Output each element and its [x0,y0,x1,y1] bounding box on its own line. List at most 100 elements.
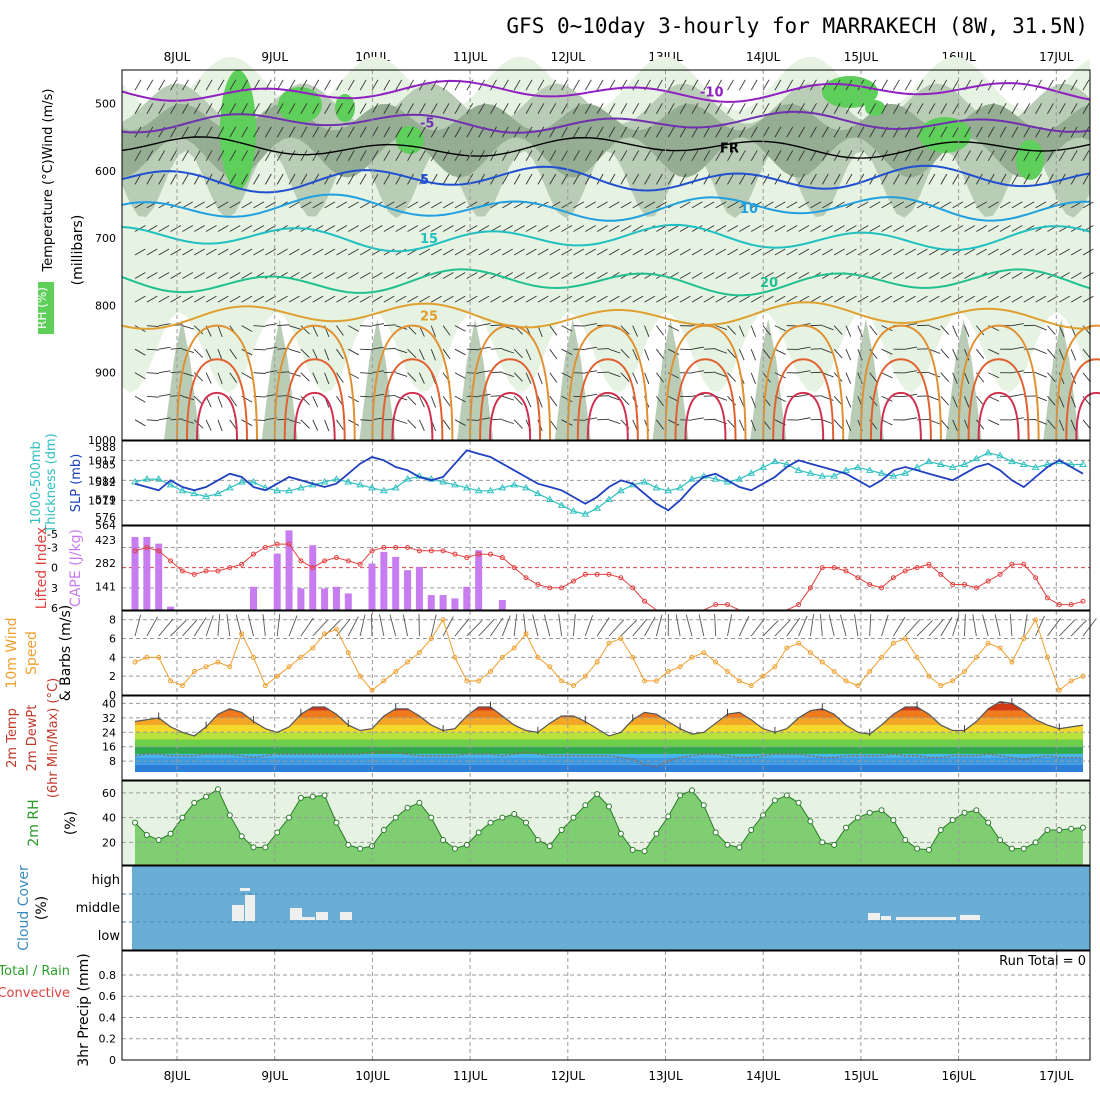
wind-barb [573,79,580,91]
rh-point [226,812,233,819]
rh-point [179,814,186,821]
wind-barb [442,126,450,138]
lifted-index-tick: 0 [51,562,58,575]
wind-barb [762,248,774,256]
wind-barb [430,325,436,338]
lifted-index-point [310,565,316,571]
wind-barb [940,173,948,185]
surface-temp-contour [1075,391,1100,441]
wind-barb [585,295,596,303]
rh-point [925,846,932,853]
wind-barb [822,419,834,425]
wind-barb [940,372,950,382]
wind-barb [833,325,843,335]
wind-barb [431,201,442,209]
wind-barb [336,325,344,336]
wind-barb [430,349,436,361]
wind-barb [561,225,573,232]
thickness-point [356,480,365,488]
contour-label: 15 [420,232,438,247]
wind-barb [229,348,238,360]
surface-temp-contour [782,391,825,441]
wind-barb [454,325,466,332]
thickness-tick: 588 [95,441,116,454]
wind-barb-surface [312,619,329,637]
wind-barb [537,396,543,408]
wind-barb [916,79,924,91]
lifted-index-point [179,568,185,574]
wind-barb [928,272,940,279]
lifted-index-tick: -5 [47,528,58,541]
wind-barb [679,79,687,91]
wind-barb [857,248,869,256]
wind-barb [893,248,905,256]
cape-bar [344,593,352,610]
wind-barb [715,395,728,401]
wind-barb [288,201,300,209]
wind-barb [893,150,900,162]
wind-barb [727,295,739,303]
wind-barb [738,150,746,162]
temp-tick: 24 [102,726,116,739]
wind-barb [620,173,628,185]
wind-barb [905,272,916,279]
thickness-point [391,483,400,491]
wind-barb [715,126,723,138]
wind-speed-point [179,683,185,689]
wind-barb [336,103,343,114]
wind-barb [679,201,691,209]
wind-barb [869,325,878,336]
wind-speed-point [476,678,482,684]
thickness-point [1019,460,1028,467]
wind-barb [1070,272,1082,279]
rh-point [866,809,873,816]
wind-barb [454,225,466,232]
wind-barb [336,419,344,430]
cape-bar [131,536,139,610]
wind-barb [229,248,241,256]
wind-speed-point [274,673,280,679]
wind-barb [715,150,723,162]
wind-barb [928,201,940,209]
wind-barb [881,272,893,279]
wind-barb [359,150,367,162]
wind-barb [999,150,1007,162]
wind-barb [975,348,985,359]
wind-barb-surface [964,613,966,637]
cape-bar [415,566,423,610]
wind-barb [276,173,284,185]
wind-barb [632,201,644,209]
wind-speed-tick: 8 [109,614,116,627]
thickness-point [285,486,293,494]
wind-barb [821,150,829,162]
wind-barb [644,325,650,337]
wind-barb [158,150,166,162]
wind-barb [300,325,310,335]
wind-barb [608,419,621,425]
wind-barb [975,150,983,162]
lifted-index-tick: -3 [47,541,58,554]
wind-barb [312,295,324,303]
rh-high-blob [278,87,322,123]
lifted-index-point [428,548,434,554]
pressure-tick: 900 [95,367,116,380]
wind-barb [205,295,217,303]
wind-barb [999,126,1007,138]
cape-bar [475,550,483,610]
wind-barb [513,295,525,303]
wind-barb [703,79,711,91]
wind-barb [395,372,408,377]
wind-barb [952,349,958,361]
wind-barb [822,325,834,331]
wind-barb [466,372,479,374]
thickness-point [178,486,187,494]
wind-barb [1058,372,1065,384]
cape-bar [439,595,447,610]
wind-barb [288,103,296,114]
wind-barb [205,150,213,162]
rh-point [143,832,150,838]
lifted-index-point [962,581,967,587]
wind-barb [347,103,355,114]
wind-barb [1058,419,1065,432]
wind-barb [360,325,373,327]
